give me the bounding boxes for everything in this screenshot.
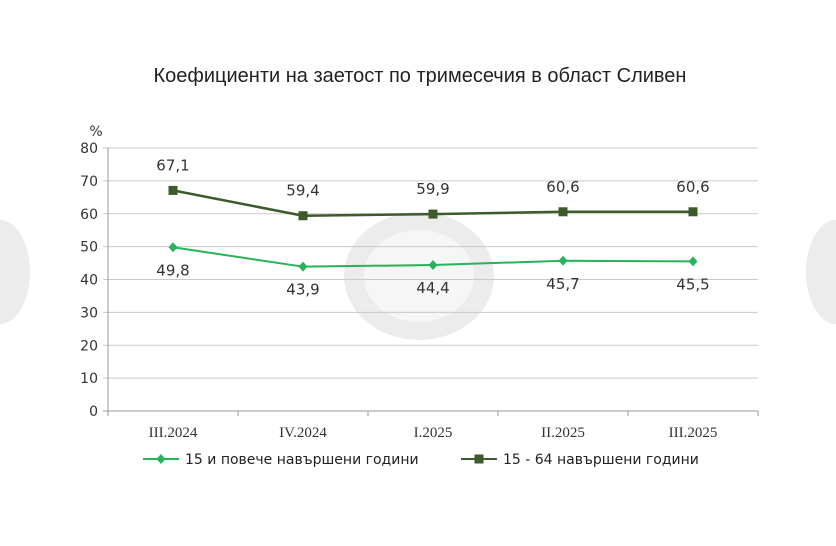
data-point [298,261,308,272]
y-tick-label: 20 [80,338,98,354]
data-point [298,211,308,221]
data-point [688,207,698,217]
x-tick-label: III.2024 [149,425,198,441]
y-tick-labels: 0 10 20 30 40 50 60 70 80 [80,141,98,420]
x-tick-label: I.2025 [414,425,453,441]
x-tick-label: IV.2024 [279,425,327,441]
data-label: 45,7 [546,275,579,293]
x-tick-label: III.2025 [669,425,718,441]
y-tick-label: 60 [80,207,98,223]
data-label: 45,5 [676,275,709,293]
data-point [168,185,178,195]
y-tick-label: 0 [89,404,98,420]
data-point [168,242,178,253]
data-label: 49,8 [156,261,189,279]
y-axis-label: % [89,124,102,140]
data-point [428,260,438,271]
y-tick-label: 80 [80,141,98,157]
chart-title: Коефициенти на заетост по тримесечия в о… [154,65,687,87]
legend-label: 15 и повече навършени години [185,452,419,468]
data-point [688,256,698,267]
y-tick-label: 70 [80,174,98,190]
y-tick-label: 50 [80,240,98,256]
series-group [168,185,698,272]
data-point [428,209,438,219]
data-point [558,255,568,266]
data-label: 44,4 [416,279,449,297]
x-tick-label: II.2025 [541,425,585,441]
watermark-logo [0,212,836,340]
y-tick-label: 10 [80,371,98,387]
legend-marker [474,454,484,464]
data-label: 60,6 [546,178,579,196]
legend-marker [156,454,166,464]
data-label: 67,1 [156,156,189,174]
data-labels: 49,8 43,9 44,4 45,7 45,5 67,1 59,4 59,9 60,6 60,6 [156,156,709,298]
legend-label: 15 - 64 навършени години [503,452,699,468]
data-label: 43,9 [286,281,319,299]
data-point [558,207,568,217]
data-label: 59,9 [416,180,449,198]
x-tick-labels: III.2024 IV.2024 I.2025 II.2025 III.2025 [149,425,718,441]
data-label: 59,4 [286,182,319,200]
y-tick-label: 40 [80,273,98,289]
data-label: 60,6 [676,178,709,196]
y-tick-label: 30 [80,305,98,321]
gridlines [103,147,759,416]
legend: 15 и повече навършени години 15 - 64 навъ… [143,452,699,468]
